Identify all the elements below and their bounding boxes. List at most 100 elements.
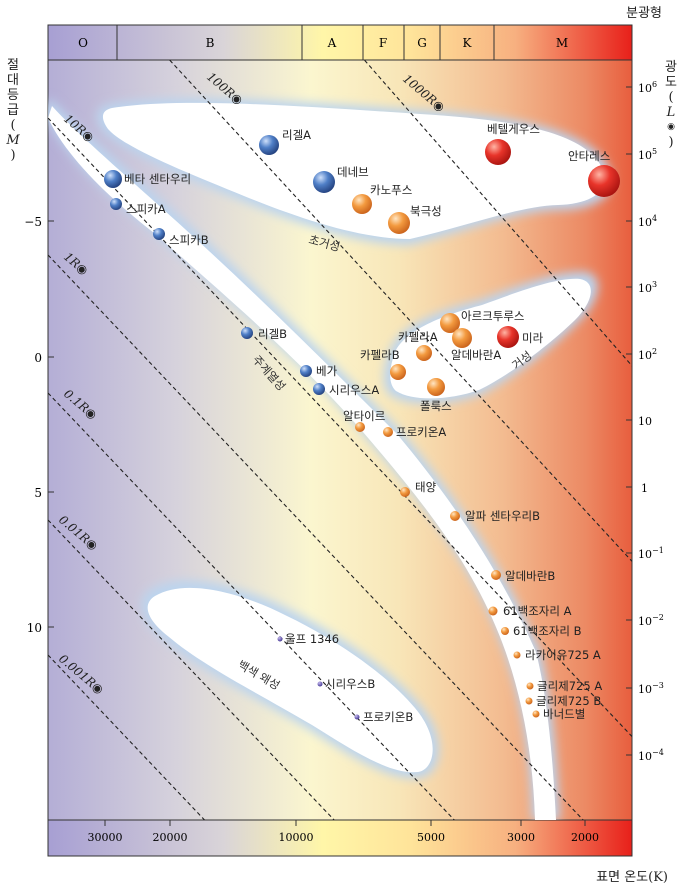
spectral-class-m: M [556,36,568,50]
lum-tick: 104 [638,214,657,229]
star-label-arcturus: 아르크투루스 [461,309,524,323]
lum-title-char: ◉ [667,122,675,132]
mag-tick-minus5: −5 [24,215,42,229]
star-label-aldebaran-b: 알데바란B [505,569,555,583]
radius-line-0_001 [48,654,206,820]
star-marker-lacaille-725a [513,651,521,659]
star-marker-arcturus [440,313,460,333]
star-label-antares: 안타레스 [568,149,610,163]
star-label-wolf-1346: 울프 1346 [285,632,339,646]
star-marker-aldebaran-b [491,570,501,580]
mag-tick-10: 10 [27,621,42,635]
star-marker-canopus [352,194,372,214]
spectral-type-label: 분광형 [626,6,662,21]
star-label-sirius-a: 시리우스A [329,383,379,397]
spectral-class-bar [47,24,633,61]
plot-frame [47,59,633,857]
lum-title-char: 도 [665,75,677,90]
mag-tick-0: 0 [34,351,42,365]
temp-tick-30000: 30000 [88,831,123,844]
star-marker-antares [588,165,620,197]
star-marker-procyon-a [383,427,393,437]
star-label-deneb: 데네브 [337,165,369,179]
star-label-alpha-centauri-b: 알파 센타우리B [465,509,540,523]
star-marker-alpha-centauri-b [450,511,460,521]
lum-title-char: 광 [665,60,677,75]
mag-title-char: M [6,133,20,148]
star-marker-gliese-725b [525,697,533,705]
radius-line-100 [168,60,632,563]
star-label-spica-b: 스피카B [169,233,209,247]
temp-tick-10000: 10000 [279,831,314,844]
star-label-polaris: 북극성 [410,204,442,218]
star-label-aldebaran-a: 알데바란A [451,348,501,362]
star-marker-spica-b [153,228,165,240]
star-label-procyon-a: 프로키온A [396,425,446,439]
star-marker-deneb [313,171,335,193]
star-label-vega: 베가 [316,364,338,378]
star-marker-wolf-1346 [277,636,283,642]
star-marker-pollux [427,378,445,396]
lum-tick: 10−2 [638,613,664,628]
star-marker-barnards-star [532,710,540,718]
lum-tick: 105 [638,147,657,162]
lum-title-char: ) [668,135,674,150]
star-marker-betelgeuse [485,139,511,165]
star-marker-vega [300,365,312,377]
lum-tick: 102 [638,347,657,362]
supergiant-band [102,102,605,239]
star-marker-aldebaran-a [390,364,406,380]
star-marker-sirius-b [317,681,323,687]
star-marker-mira [497,326,519,348]
mag-title-char: 급 [7,103,19,118]
temperature-bar [47,819,633,857]
mag-title-char: ) [10,148,16,163]
star-marker-61-cygni-a [488,606,498,616]
star-label-mira: 미라 [522,331,544,345]
star-label-gliese-725b: 글리제725 B [536,694,601,708]
star-label-sun: 태양 [415,480,437,494]
giant-band [390,278,591,399]
mag-tick-5: 5 [34,486,42,500]
mag-title-char: ( [10,118,16,133]
star-label-sirius-b: 시리우스B [325,677,375,691]
star-label-lacaille-725a: 라카이유725 A [525,648,601,662]
magnitude-axis-title: 절 대 등 급 ( M ) [4,58,22,163]
radius-line-0_1 [48,392,456,820]
star-marker-spica-a [110,198,122,210]
luminosity-axis-title: 광 도 ( L ◉ ) [662,60,680,150]
star-label-betelgeuse: 베텔게우스 [487,122,540,136]
radius-line-1000 [363,60,632,367]
lum-tick: 10−1 [638,546,664,561]
star-label-gliese-725a: 글리제725 A [537,679,602,693]
star-label-beta-centauri: 베타 센타우리 [124,172,191,186]
star-marker-61-cygni-b [501,627,509,635]
radius-line-1 [48,254,584,820]
star-label-barnards-star: 바너드별 [543,707,585,721]
star-marker-capella-a [452,328,472,348]
radius-line-0_01 [48,519,335,820]
spectral-class-f: F [379,36,387,50]
lum-tick: 1 [641,482,648,495]
lum-tick: 10 [638,415,652,428]
star-label-canopus: 카노푸스 [370,183,412,197]
star-label-61-cygni-a: 61백조자리 A [503,604,572,618]
spectral-class-a: A [327,36,337,50]
star-label-61-cygni-b: 61백조자리 B [513,624,582,638]
main-sequence-band [48,106,556,820]
star-marker-capella-b [416,345,432,361]
spectral-class-g: G [417,36,427,50]
star-marker-procyon-b [354,714,360,720]
temp-tick-3000: 3000 [507,831,535,844]
star-marker-sirius-a [313,383,325,395]
star-label-pollux: 폴룩스 [420,399,452,413]
lum-tick: 10−3 [638,681,664,696]
star-label-capella-b: 카펠라B [360,348,400,362]
temp-tick-20000: 20000 [153,831,188,844]
star-label-procyon-b: 프로키온B [363,710,413,724]
star-marker-rigel-b [241,327,253,339]
star-marker-sun [400,487,410,497]
mag-title-char: 절 [7,58,19,73]
star-label-rigel-b: 리겔B [258,327,287,341]
